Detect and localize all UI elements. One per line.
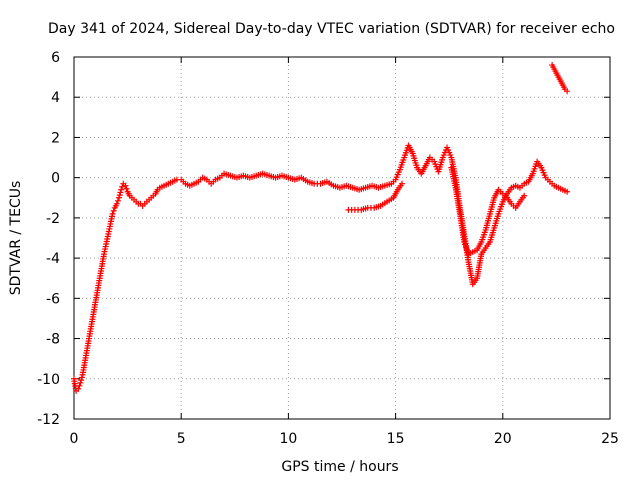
y-tick-label: -2: [46, 211, 60, 227]
y-axis-label: SDTVAR / TECUs: [8, 181, 24, 296]
y-tick-label: 0: [51, 171, 60, 187]
x-tick-label: 10: [279, 431, 297, 447]
data-point: [123, 185, 130, 192]
data-point: [75, 385, 82, 392]
data-point: [110, 207, 117, 214]
data-point: [78, 377, 85, 384]
y-tick-label: -6: [46, 291, 60, 307]
data-point: [564, 88, 571, 95]
axis-ticks: 0 5 10 15 20 25 -12 -10 -8 -6 -4 -2 0 2 4 6: [37, 50, 619, 447]
x-tick-label: 15: [387, 431, 405, 447]
y-tick-label: -12: [37, 412, 60, 428]
y-tick-label: -4: [46, 251, 60, 267]
data-point: [114, 197, 121, 204]
x-tick-label: 25: [601, 431, 619, 447]
data-point: [116, 194, 123, 201]
data-point: [564, 188, 571, 195]
chart-title: Day 341 of 2024, Sidereal Day-to-day VTE…: [48, 21, 615, 37]
data-point: [113, 200, 120, 207]
x-axis-label: GPS time / hours: [281, 459, 398, 475]
data-points: [71, 62, 571, 394]
y-tick-label: -10: [37, 372, 60, 388]
data-point: [122, 182, 129, 189]
data-point: [116, 192, 123, 199]
x-tick-label: 0: [70, 431, 79, 447]
y-tick-label: 6: [51, 50, 60, 66]
y-tick-label: 2: [51, 130, 60, 146]
data-point: [119, 183, 126, 190]
data-point: [118, 186, 125, 193]
data-point: [76, 382, 83, 389]
plot-frame: [73, 56, 611, 420]
y-tick-label: -8: [46, 332, 60, 348]
data-point: [399, 180, 406, 187]
data-point: [78, 374, 85, 381]
data-point: [117, 189, 124, 196]
x-tick-label: 5: [177, 431, 186, 447]
x-tick-label: 20: [494, 431, 512, 447]
data-point: [521, 192, 528, 199]
data-point: [77, 379, 84, 386]
data-point: [109, 210, 116, 217]
grid: [74, 57, 610, 419]
y-tick-label: 4: [51, 90, 60, 106]
